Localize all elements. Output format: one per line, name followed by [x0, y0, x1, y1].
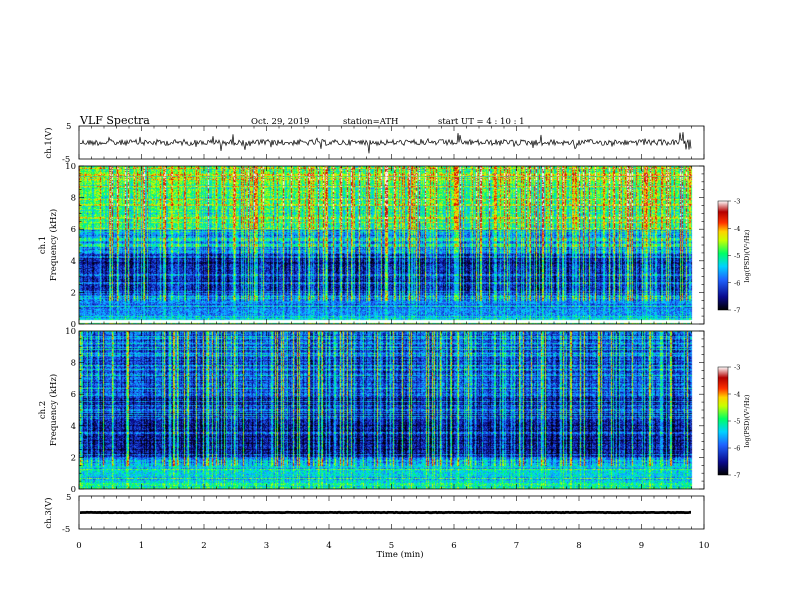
- ch2-spectrogram-yticklabel: 8: [71, 359, 76, 369]
- ch1-spectrogram-yticklabel: 10: [65, 162, 76, 172]
- ch1-spectrogram-yticklabel: 6: [71, 225, 76, 235]
- ch2-colorbar-ticklabels: -3 -4 -5 -6 -7: [728, 364, 740, 480]
- ch3-waveform-panel: 5 -5 ch.3(V): [43, 493, 705, 535]
- time-axis-ticklabel: 9: [639, 541, 644, 551]
- ch1-colorbar-ticklabels: -3 -4 -5 -6 -7: [728, 198, 740, 315]
- ch1-colorbar-label: log(PSD)(V²/Hz): [743, 229, 751, 282]
- time-axis-ticklabel: 4: [326, 541, 331, 551]
- ch1-colorbar-scale: [717, 200, 729, 311]
- ch1-ytick-bottom: -5: [62, 155, 70, 165]
- ch3-ytick-top: 5: [66, 493, 71, 503]
- ch1-colorbar-ticklabel: -3: [734, 198, 740, 206]
- ch1-waveform-ylabel: ch.1(V): [43, 127, 54, 158]
- ch1-colorbar: -3 -4 -5 -6 -7 log(PSD)(V²/Hz): [717, 198, 751, 315]
- time-axis-ticklabel: 8: [576, 541, 581, 551]
- time-axis-ticklabel: 0: [76, 541, 81, 551]
- ch2-spectrogram-ticks: [78, 330, 705, 490]
- ch2-spectrogram-yticklabel: 10: [65, 327, 76, 337]
- ch1-colorbar-ticklabel: -5: [734, 252, 740, 260]
- ch1-spectrogram-yticklabel: 4: [71, 257, 76, 267]
- ch2-spectrogram-ylabel-channel: ch.2: [38, 401, 48, 419]
- ch3-waveform-ticks: [78, 496, 705, 529]
- ch2-colorbar-scale: [717, 366, 729, 476]
- ch2-spectrogram-yticklabels: 0 2 4 6 8 10: [65, 327, 76, 495]
- ch2-spectrogram-image-holder: [79, 331, 704, 489]
- ch2-colorbar-ticklabel: -7: [734, 472, 740, 480]
- time-axis-ticklabels: 0 1 2 3 4 5 6 7 8 9 10: [76, 541, 709, 551]
- ch1-spectrogram-yticklabel: 0: [71, 320, 76, 330]
- ch2-colorbar-ticklabel: -4: [734, 391, 740, 399]
- ch2-colorbar: -3 -4 -5 -6 -7 log(PSD)(V²/Hz): [717, 364, 751, 480]
- ch2-colorbar-ticklabel: -3: [734, 364, 740, 372]
- time-axis-ticklabel: 1: [139, 541, 144, 551]
- ch1-spectrogram-ylabel-channel: ch.1: [38, 236, 48, 254]
- station-label: station=ATH: [343, 117, 398, 127]
- ch1-colorbar-ticklabel: -4: [734, 225, 740, 233]
- time-axis-ticklabel: 3: [264, 541, 269, 551]
- ch2-spectrogram-yticklabel: 4: [71, 422, 76, 432]
- ch1-spectrogram-yticklabel: 2: [71, 288, 76, 298]
- ch1-spectrogram-yticklabels: 0 2 4 6 8 10: [65, 162, 76, 330]
- ch2-spectrogram-panel: 0 2 4 6 8 10 ch.2 Frequency (kHz): [38, 327, 705, 495]
- ch1-waveform-line: [79, 132, 692, 154]
- time-axis-ticklabel: 6: [451, 541, 456, 551]
- ch1-spectrogram-ylabel-frequency: Frequency (kHz): [48, 209, 59, 281]
- time-axis-label: Time (min): [376, 549, 423, 560]
- ch2-colorbar-ticklabel: -6: [734, 445, 740, 453]
- ch1-spectrogram-image: [79, 166, 704, 324]
- ch2-colorbar-ticklabel: -5: [734, 418, 740, 426]
- ch1-spectrogram-image-holder: [79, 166, 704, 324]
- date-label: Oct. 29, 2019: [251, 117, 309, 127]
- ch2-spectrogram-yticklabel: 0: [71, 485, 76, 495]
- time-axis-ticklabel: 2: [201, 541, 206, 551]
- ch2-colorbar-label: log(PSD)(V²/Hz): [743, 394, 751, 447]
- ch1-spectrogram-yticklabel: 8: [71, 194, 76, 204]
- ch2-spectrogram-yticklabel: 2: [71, 453, 76, 463]
- time-axis-ticklabel: 7: [514, 541, 519, 551]
- ch1-colorbar-ticklabel: -7: [734, 307, 740, 315]
- ch3-waveform-ylabel: ch.3(V): [43, 497, 54, 528]
- time-axis-ticklabel: 10: [699, 541, 710, 551]
- time-axis-ticklabel: 5: [389, 541, 394, 551]
- ch1-spectrogram-ticks: [78, 165, 705, 325]
- ch2-spectrogram-ylabel-frequency: Frequency (kHz): [48, 374, 59, 446]
- ch1-waveform-ticks: [78, 126, 705, 159]
- ch3-ytick-bottom: -5: [62, 525, 70, 535]
- ch2-spectrogram-image: [79, 331, 704, 489]
- figure-title: VLF Spectra: [79, 114, 150, 127]
- ch1-spectrogram-panel: 0 2 4 6 8 10 ch.1 Frequency (kHz): [38, 162, 705, 330]
- ch2-spectrogram-yticklabel: 6: [71, 390, 76, 400]
- ch1-ytick-top: 5: [66, 122, 71, 132]
- start-time-label: start UT = 4 : 10 : 1: [438, 117, 525, 127]
- ch1-colorbar-ticklabel: -6: [734, 279, 740, 287]
- ch1-waveform-panel: 5 -5 ch.1(V): [43, 122, 705, 165]
